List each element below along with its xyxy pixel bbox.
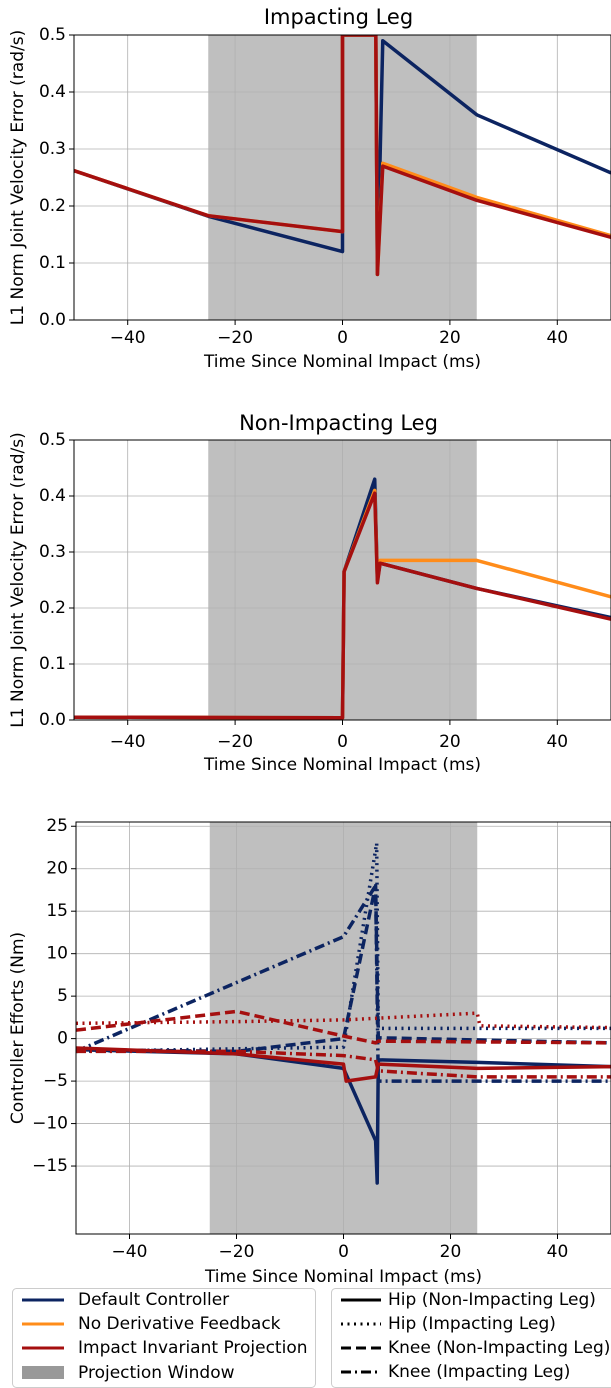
y-tick-label: 0.4 (39, 82, 66, 102)
lines (76, 841, 611, 1185)
subplot: −40 −20 0 20 40 −15 −10 −5 0 5 10 15 20 25 Time Since … (8, 816, 611, 1287)
x-tick-label: −40 (112, 1242, 148, 1262)
lines (74, 477, 611, 720)
series-line (74, 35, 611, 277)
x-tick-label: 40 (546, 732, 568, 752)
y-axis-label: L1 Norm Joint Velocity Error (rad/s) (8, 432, 28, 727)
y-axis-label: Controller Efforts (Nm) (8, 932, 28, 1124)
y-tick-label: 0.5 (39, 25, 66, 45)
legend-label: No Derivative Feedback (78, 1314, 281, 1334)
series-line (76, 883, 611, 1054)
legend-label: Impact Invariant Projection (78, 1338, 308, 1358)
y-tick-label: 0.4 (39, 486, 66, 506)
subplot-title: Non-Impacting Leg (239, 411, 438, 435)
legend-label: Projection Window (78, 1363, 235, 1383)
legend-label: Knee (Non-Impacting Leg) (388, 1338, 610, 1358)
x-tick-label: −40 (110, 328, 146, 348)
y-tick-label: 0 (57, 1029, 68, 1049)
y-axis-label: L1 Norm Joint Velocity Error (rad/s) (8, 30, 28, 325)
y-tick-label: 5 (57, 986, 68, 1006)
subplot: −40 −20 0 20 40 0.0 0.1 0.2 0.3 0.4 0.5 Impacting L… (8, 5, 611, 372)
subplot-title: Impacting Leg (264, 5, 413, 29)
x-tick-label: −20 (219, 1242, 255, 1262)
x-tick-label: −20 (217, 328, 253, 348)
x-axis-label: Time Since Nominal Impact (ms) (203, 755, 481, 775)
y-tick-label: 15 (46, 901, 68, 921)
x-tick-label: 20 (440, 1242, 462, 1262)
y-tick-label: 0.1 (39, 654, 66, 674)
x-tick-label: −40 (110, 732, 146, 752)
y-tick-label: 0.5 (39, 430, 66, 450)
x-axis-label: Time Since Nominal Impact (ms) (203, 352, 481, 372)
x-tick-label: 20 (439, 328, 461, 348)
series-line (76, 1011, 611, 1030)
lines (74, 35, 611, 277)
x-tick-label: −20 (217, 732, 253, 752)
y-tick-label: 0.2 (39, 598, 66, 618)
series-line (76, 1049, 611, 1079)
x-tick-label: 40 (547, 1242, 569, 1262)
y-tick-label: 0.3 (39, 542, 66, 562)
x-tick-label: 0 (338, 1242, 349, 1262)
series-line (74, 491, 611, 720)
series-line (74, 35, 611, 277)
y-tick-label: 0.3 (39, 139, 66, 159)
legend-swatch (22, 1366, 64, 1379)
y-tick-label: −15 (32, 1156, 68, 1176)
x-tick-label: 40 (546, 328, 568, 348)
legend-label: Knee (Impacting Leg) (388, 1362, 570, 1382)
y-tick-label: −5 (43, 1071, 68, 1091)
y-tick-label: 0.1 (39, 253, 66, 273)
x-tick-label: 0 (337, 732, 348, 752)
legend-label: Hip (Non-Impacting Leg) (388, 1290, 596, 1310)
x-axis-label: Time Since Nominal Impact (ms) (204, 1267, 482, 1287)
x-tick-label: 0 (337, 328, 348, 348)
legend-label: Default Controller (78, 1290, 229, 1310)
subplot: −40 −20 0 20 40 0.0 0.1 0.2 0.3 0.4 0.5 Non-Impacti… (8, 411, 611, 775)
legend-label: Hip (Impacting Leg) (388, 1314, 556, 1334)
y-tick-label: 0.0 (39, 710, 66, 730)
y-tick-label: −10 (32, 1114, 68, 1134)
series-line (76, 883, 611, 1083)
x-tick-label: 20 (439, 732, 461, 752)
y-tick-label: 10 (46, 944, 68, 964)
y-tick-label: 0.0 (39, 310, 66, 330)
y-tick-label: 0.2 (39, 196, 66, 216)
series-line (76, 1009, 611, 1045)
y-tick-label: 20 (46, 859, 68, 879)
series-line (76, 1046, 611, 1083)
y-tick-label: 25 (46, 816, 68, 836)
